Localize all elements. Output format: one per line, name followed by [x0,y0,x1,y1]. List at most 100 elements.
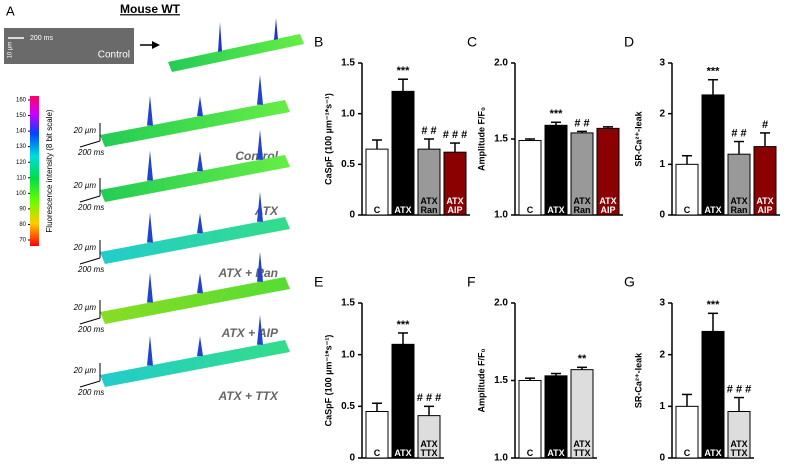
bar-label-box: ATX AIP [599,197,616,215]
surface [100,217,290,264]
spike [147,212,153,243]
y-tick-label: 0 [349,210,355,221]
colorbar-tick-label: 90 [19,206,26,212]
spike [257,191,263,222]
scale-bar [79,195,101,203]
scale-label: 20 µm [73,243,97,252]
x-tick-label: ATX AIP [446,196,464,215]
scale-label: 200 ms [77,325,104,334]
y-tick-label: 0.5 [341,159,355,170]
bar-label-box: ATX [547,449,564,458]
bar [391,343,415,459]
y-tick-label: 1.5 [341,298,355,309]
bar-label-box: ATX AIP [756,197,773,215]
bar [544,124,568,216]
y-axis-label: Amplitude F/F₀ [476,348,486,412]
spike [257,74,263,105]
x-tick-label: ATX Ran [420,196,438,215]
bar [753,146,777,216]
scale-label: 20 µm [73,303,97,312]
y-tick-label: 0 [659,453,665,464]
colorbar [30,96,39,246]
spike [218,22,222,52]
image-label: Control [98,50,130,61]
bar [570,369,594,459]
significance: *** [707,299,721,311]
bar [417,415,441,459]
bar-label-box: ATX Ran [573,196,591,215]
spike [197,151,203,172]
spike [257,314,263,345]
significance: *** [707,66,721,78]
significance: *** [397,319,411,331]
bar [596,127,620,216]
panel-letter: A [6,3,15,18]
significance: # # # [727,383,751,395]
colorbar-tick-label: 160 [16,98,27,104]
y-tick-label: 1.5 [494,375,508,386]
y-tick-label: 3 [659,58,665,69]
colorbar-tick-label: 100 [16,191,27,197]
bar-label-box: C [526,205,534,215]
scale-label: 200 ms [77,203,104,212]
x-tick-label: C [373,205,381,215]
x-tick-label: C [526,205,534,215]
bar [365,148,389,216]
scale-label: 20 µm [73,126,97,135]
y-tick-label: 0 [659,210,665,221]
significance: # # [731,127,746,139]
spike [197,213,203,234]
y-tick-label: 2 [659,108,665,119]
panel-letter: F [467,274,476,290]
surface [100,100,290,147]
significance: *** [397,65,411,77]
y-axis-label: CaSpF (100 µm⁻¹*s⁻¹) [323,93,333,185]
bar [391,90,415,216]
arrow-head [152,41,160,49]
bar [701,94,725,216]
y-tick-label: 1.0 [494,210,508,221]
bar-label-box: ATX [394,448,412,458]
bar [443,151,467,216]
significance: # # # [443,129,467,141]
spike [147,335,153,366]
panel-letter: D [624,34,634,50]
bar [675,163,699,216]
bar [518,380,542,459]
spike [147,150,153,181]
bar-label-box: ATX TTX [573,439,591,458]
x-tick-label: ATX Ran [573,196,591,215]
y-tick-label: 1 [659,401,665,412]
x-tick-label: ATX Ran [730,196,748,215]
scale-label: 200 ms [30,35,53,42]
significance: *** [550,108,564,120]
x-tick-label: ATX TTX [573,439,591,458]
panel-letter: C [467,34,477,50]
y-tick-label: 1.0 [341,349,355,360]
surface [100,155,290,202]
bar-label-box: C [527,449,534,458]
y-tick-label: 2 [659,349,665,360]
bar [417,148,441,216]
colorbar-tick-label: 150 [16,113,27,119]
y-tick-label: 2.0 [494,298,508,309]
spike [197,273,203,294]
surface-label: ATX + TTX [218,389,279,403]
bar [727,411,751,459]
y-tick-label: 1.0 [494,453,508,464]
bar [701,330,725,459]
x-tick-label: ATX [394,448,412,458]
y-tick-label: 1 [659,159,665,170]
spike [257,129,263,160]
bar-label-box: ATX TTX [420,440,437,458]
bar-label-box: ATX [547,206,564,215]
bar-label-box: ATX TTX [730,440,747,458]
significance: # # [421,125,436,137]
y-tick-label: 0 [349,453,355,464]
spike [257,251,263,282]
scale-label: 200 ms [77,265,104,274]
significance: ** [578,353,587,365]
spike [147,272,153,303]
